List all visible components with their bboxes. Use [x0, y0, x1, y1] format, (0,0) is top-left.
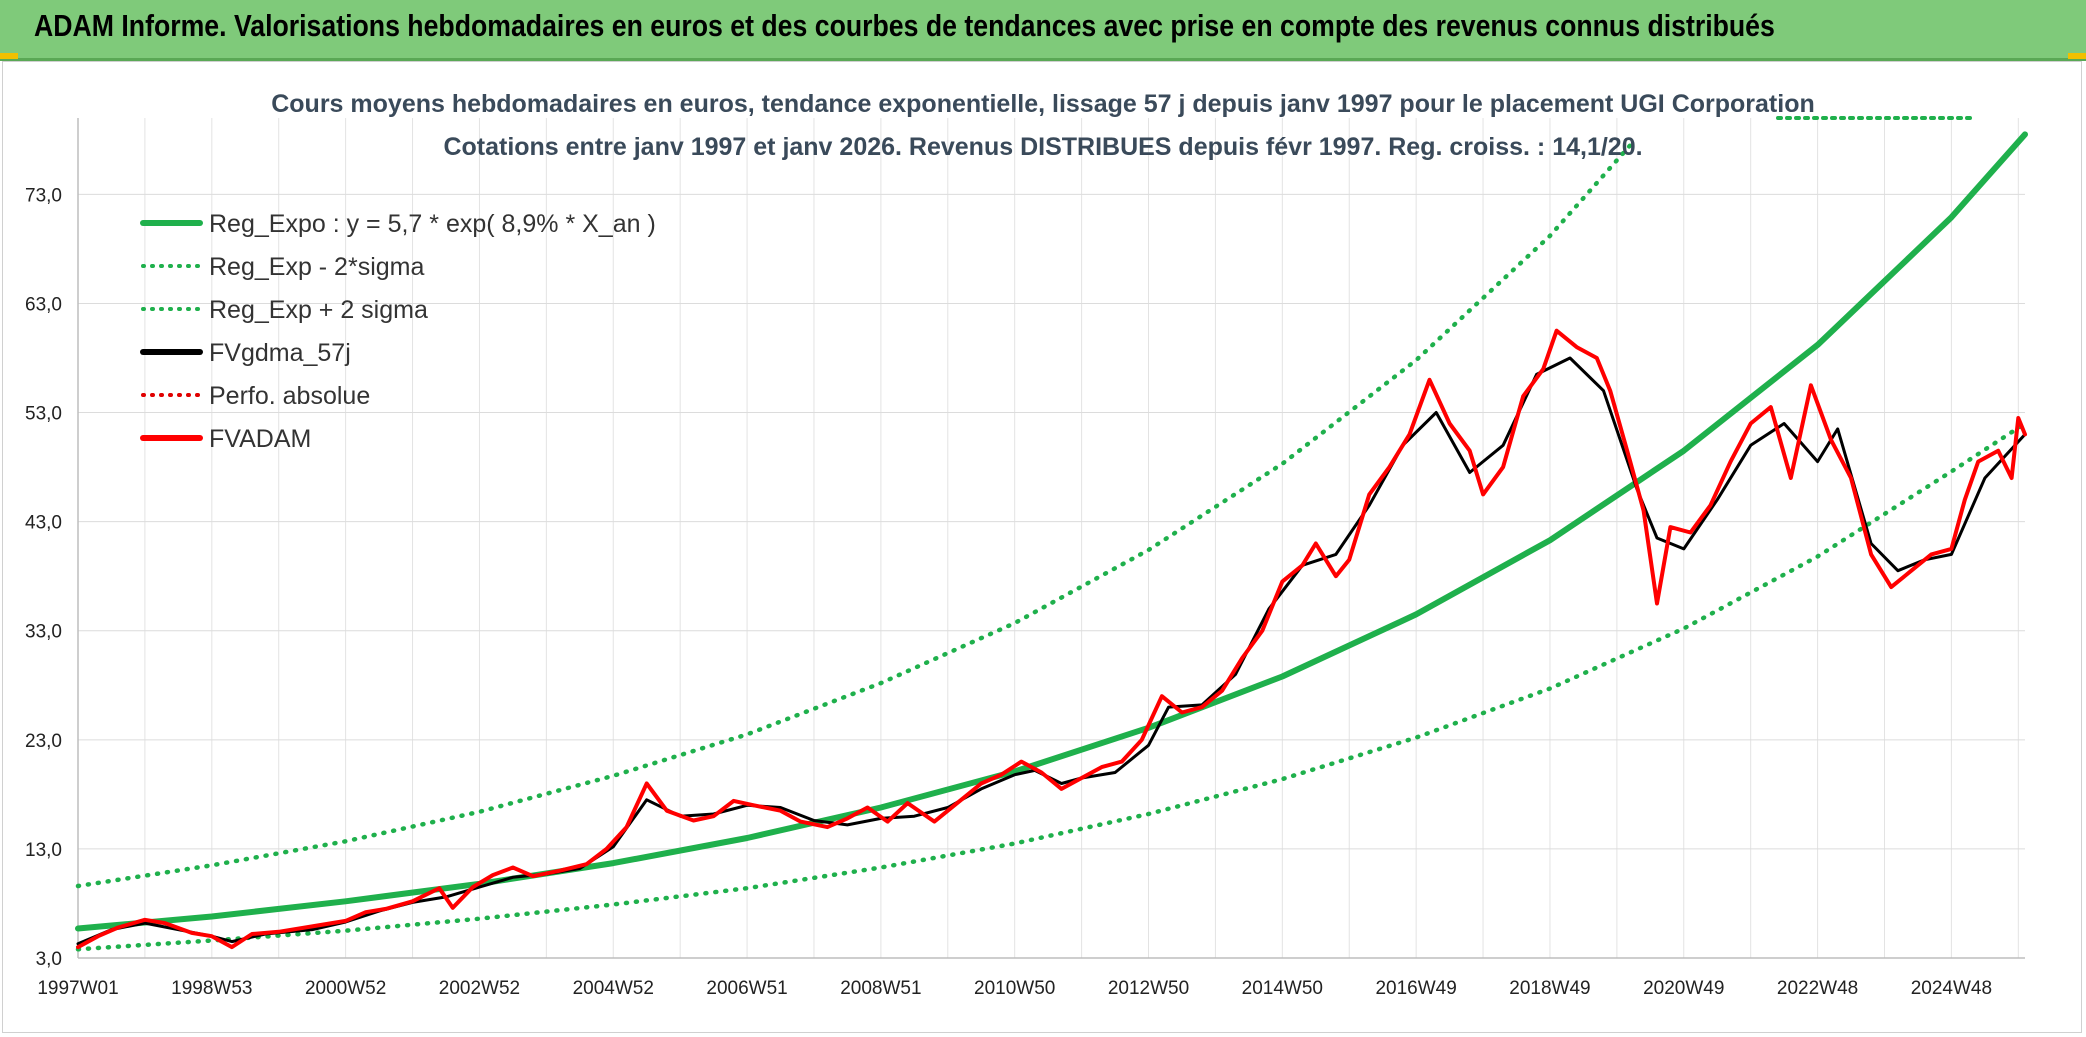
legend-label-2: Reg_Exp + 2 sigma — [209, 296, 428, 324]
y-tick-label: 3,0 — [36, 949, 62, 970]
x-tick-label: 2008W51 — [840, 978, 921, 999]
y-tick-label: 63,0 — [25, 294, 62, 315]
chart-frame — [2, 61, 2082, 1033]
x-tick-label: 2004W52 — [573, 978, 654, 999]
series-line-3 — [76, 356, 2027, 946]
x-tick-label: 1997W01 — [37, 978, 118, 999]
x-tick-label: 2010W50 — [974, 978, 1055, 999]
series-group — [75, 131, 2028, 952]
x-tick-label: 2014W50 — [1242, 978, 1323, 999]
y-tick-label: 23,0 — [25, 731, 62, 752]
x-tick-label: 1998W53 — [171, 978, 252, 999]
y-tick-label: 33,0 — [25, 622, 62, 643]
tick-labels: 3,0 13,0 23,0 33,0 43,0 53,0 63,0 73,0 1997W01 19… — [25, 185, 1992, 999]
y-tick-label: 53,0 — [25, 404, 62, 425]
page-title: ADAM Informe. Valorisations hebdomadaire… — [34, 8, 1775, 43]
legend-label-1: Reg_Exp - 2*sigma — [209, 253, 424, 281]
legend-label-4: Perfo. absolue — [209, 382, 370, 410]
x-tick-label: 2012W50 — [1108, 978, 1189, 999]
series-line-5 — [76, 328, 2027, 950]
chart-title: Cours moyens hebdomadaires en euros, ten… — [271, 90, 1815, 118]
x-tick-label: 2006W51 — [706, 978, 787, 999]
y-tick-label: 13,0 — [25, 840, 62, 861]
series-line-2 — [75, 143, 1633, 889]
y-tick-label: 43,0 — [25, 513, 62, 534]
grid — [77, 118, 2025, 959]
y-tick-label: 73,0 — [25, 185, 62, 206]
x-tick-label: 2024W48 — [1911, 978, 1992, 999]
legend-label-5: FVADAM — [209, 425, 311, 453]
chart-subtitle: Cotations entre janv 1997 et janv 2026. … — [443, 133, 1642, 161]
x-tick-label: 2020W49 — [1643, 978, 1724, 999]
legend-label-0: Reg_Expo : y = 5,7 * exp( 8,9% * X_an ) — [209, 210, 656, 238]
x-tick-label: 2018W49 — [1509, 978, 1590, 999]
title-banner: ADAM Informe. Valorisations hebdomadaire… — [0, 0, 2086, 61]
series-line-0 — [75, 131, 2028, 932]
corner-marker-right — [2068, 53, 2086, 59]
x-tick-label: 2016W49 — [1375, 978, 1456, 999]
x-tick-label: 2002W52 — [439, 978, 520, 999]
corner-marker-left — [0, 53, 18, 59]
legend-label-3: FVgdma_57j — [209, 339, 351, 367]
x-tick-label: 2000W52 — [305, 978, 386, 999]
x-tick-label: 2022W48 — [1777, 978, 1858, 999]
series-line-1 — [75, 421, 2028, 952]
legend: Reg_Expo : y = 5,7 * exp( 8,9% * X_an ) R… — [140, 210, 656, 453]
